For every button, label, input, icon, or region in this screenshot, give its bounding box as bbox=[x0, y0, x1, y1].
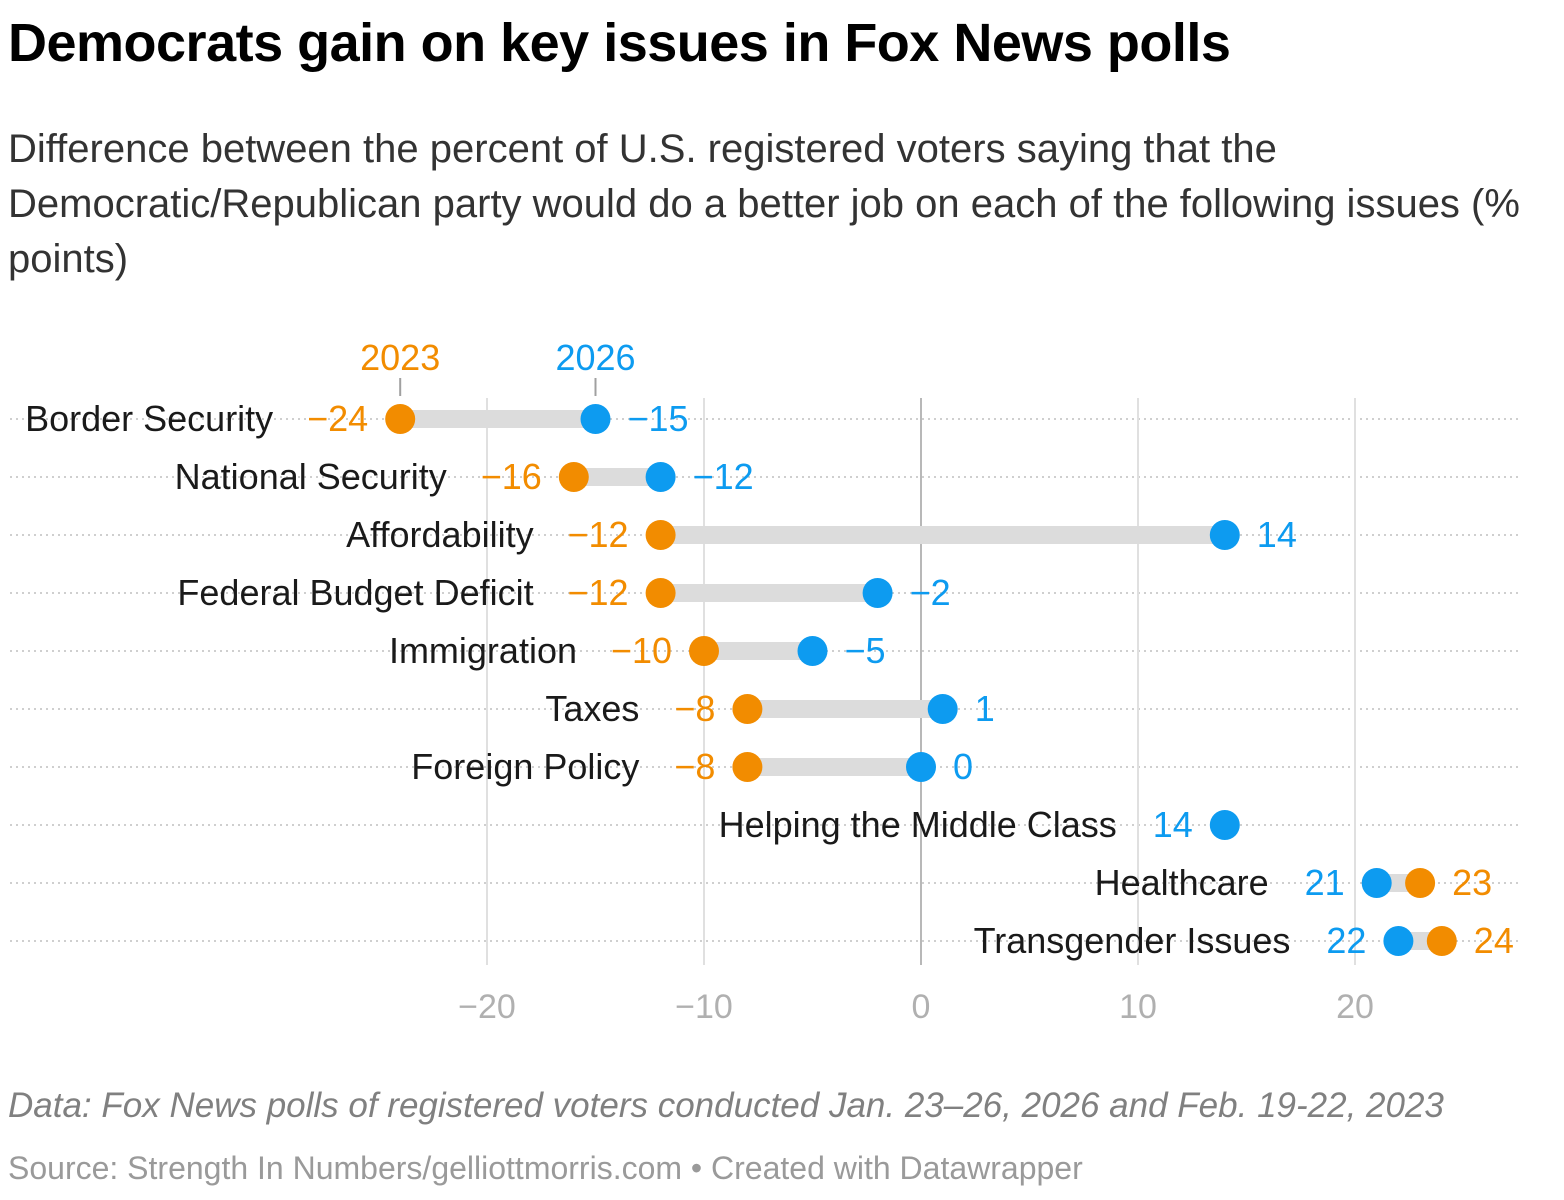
category-label: Transgender Issues bbox=[974, 920, 1291, 961]
x-tick-label: 10 bbox=[1119, 988, 1157, 1026]
chart-subtitle: Difference between the percent of U.S. r… bbox=[8, 127, 1520, 281]
x-tick-label: −20 bbox=[458, 988, 516, 1026]
value-label-2023: −8 bbox=[674, 688, 715, 729]
x-tick-label: 20 bbox=[1336, 988, 1374, 1026]
x-tick-label: −10 bbox=[675, 988, 733, 1026]
value-label-2023: −8 bbox=[674, 746, 715, 787]
dot-2026 bbox=[1383, 926, 1414, 956]
value-label-2026: −12 bbox=[693, 456, 754, 497]
dot-2023 bbox=[645, 578, 676, 608]
category-label: Foreign Policy bbox=[411, 746, 639, 787]
legend-label-2026: 2026 bbox=[555, 337, 635, 378]
dot-2026 bbox=[862, 578, 893, 608]
category-label: Border Security bbox=[25, 398, 273, 439]
source-text: Source: Strength In Numbers/gelliottmorr… bbox=[8, 1150, 683, 1186]
legend-label-2023: 2023 bbox=[360, 337, 440, 378]
source-line: Source: Strength In Numbers/gelliottmorr… bbox=[8, 1150, 1083, 1187]
dot-2023 bbox=[732, 752, 763, 782]
dot-2023 bbox=[558, 462, 589, 492]
value-label-2023: −12 bbox=[568, 572, 629, 613]
value-label-2023: −12 bbox=[568, 514, 629, 555]
dot-2023 bbox=[1426, 926, 1457, 956]
dot-2026 bbox=[906, 752, 936, 782]
dot-2026 bbox=[927, 694, 958, 724]
value-label-2023: −24 bbox=[307, 398, 368, 439]
value-label-2026: 22 bbox=[1326, 920, 1366, 961]
category-label: Helping the Middle Class bbox=[719, 804, 1117, 845]
value-label-2026: 21 bbox=[1305, 862, 1345, 903]
dot-2026 bbox=[1209, 810, 1240, 840]
dot-2023 bbox=[1405, 868, 1436, 898]
dot-2023 bbox=[385, 404, 416, 434]
dot-2023 bbox=[689, 636, 719, 666]
dot-2026 bbox=[645, 462, 676, 492]
category-label: Taxes bbox=[545, 688, 639, 729]
category-label: National Security bbox=[175, 456, 447, 497]
chart-title: Democrats gain on key issues in Fox News… bbox=[8, 13, 1231, 73]
value-label-2023: −16 bbox=[481, 456, 542, 497]
value-label-2026: 0 bbox=[953, 746, 973, 787]
value-label-2026: 1 bbox=[975, 688, 995, 729]
value-label-2026: −5 bbox=[845, 630, 886, 671]
dot-2026 bbox=[797, 636, 828, 666]
value-label-2026: 14 bbox=[1153, 804, 1193, 845]
category-label: Federal Budget Deficit bbox=[177, 572, 533, 613]
category-label: Immigration bbox=[389, 630, 577, 671]
value-label-2023: 24 bbox=[1474, 920, 1514, 961]
dot-2026 bbox=[580, 404, 611, 434]
dot-2026 bbox=[1209, 520, 1240, 550]
value-label-2023: −10 bbox=[611, 630, 672, 671]
category-label: Affordability bbox=[346, 514, 533, 555]
dot-2026 bbox=[1361, 868, 1392, 898]
dot-2023 bbox=[645, 520, 676, 550]
value-label-2026: −2 bbox=[910, 572, 951, 613]
value-label-2026: −15 bbox=[628, 398, 689, 439]
byline-text: • Created with Datawrapper bbox=[682, 1150, 1083, 1186]
dot-2023 bbox=[732, 694, 763, 724]
data-note: Data: Fox News polls of registered voter… bbox=[8, 1086, 1444, 1125]
x-tick-label: 0 bbox=[912, 988, 931, 1026]
value-label-2026: 14 bbox=[1257, 514, 1297, 555]
category-label: Healthcare bbox=[1095, 862, 1269, 903]
value-label-2023: 23 bbox=[1452, 862, 1492, 903]
